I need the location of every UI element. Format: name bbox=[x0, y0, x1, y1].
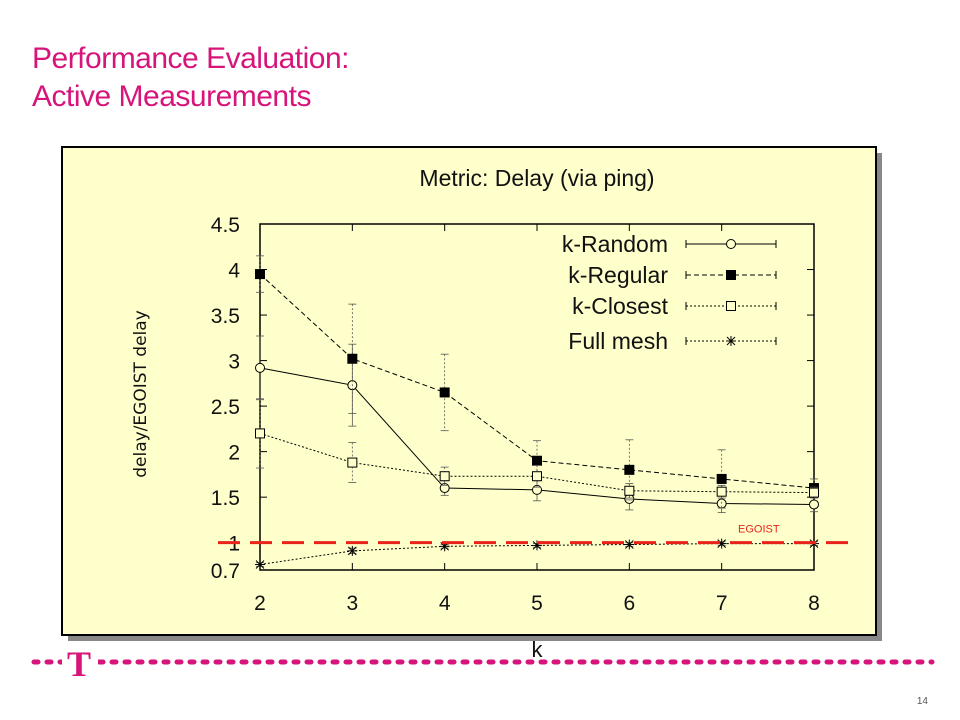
y-axis-label: delay/EGOIST delay bbox=[131, 310, 151, 478]
marker-shape bbox=[255, 428, 265, 439]
x-tick-label: 6 bbox=[623, 592, 635, 615]
marker-shape bbox=[347, 457, 358, 468]
error-bar bbox=[440, 353, 449, 432]
chart-panel bbox=[61, 146, 877, 636]
marker-shape bbox=[532, 471, 542, 482]
marker-stroke bbox=[347, 546, 357, 556]
y-tick-label: 1.5 bbox=[211, 487, 240, 510]
marker-shape bbox=[726, 301, 736, 311]
marker-shape bbox=[347, 353, 358, 364]
error-bar bbox=[533, 464, 541, 488]
series-k-closest bbox=[255, 398, 819, 499]
data-point bbox=[532, 455, 542, 466]
marker-shape bbox=[809, 487, 819, 498]
data-point bbox=[255, 428, 265, 439]
legend-marker bbox=[726, 336, 736, 346]
legend-label: Full mesh bbox=[568, 328, 668, 354]
marker-shape bbox=[809, 499, 819, 510]
legend-marker bbox=[726, 301, 736, 311]
data-point bbox=[255, 559, 265, 570]
marker-shape bbox=[716, 486, 727, 497]
data-point bbox=[347, 457, 358, 468]
y-axis: 0.711.522.533.544.5 bbox=[211, 214, 814, 583]
marker-stroke bbox=[624, 540, 634, 549]
data-point bbox=[624, 485, 635, 496]
egoist-reference-label: EGOIST bbox=[738, 524, 780, 536]
x-axis: 2 3 4 5 6 7 8 bbox=[254, 224, 820, 615]
x-tick-label: 3 bbox=[346, 592, 358, 615]
legend-label: k-Regular bbox=[568, 262, 668, 288]
marker-shape bbox=[439, 387, 450, 398]
legend-marker bbox=[726, 270, 736, 280]
page-number: 14 bbox=[916, 696, 928, 707]
legend-marker bbox=[726, 239, 736, 249]
error-bar bbox=[717, 484, 726, 499]
marker-shape bbox=[255, 362, 265, 373]
series-layer bbox=[255, 255, 819, 570]
marker-shape bbox=[716, 473, 727, 484]
data-point bbox=[439, 387, 450, 398]
data-point bbox=[809, 487, 819, 498]
marker-shape bbox=[726, 239, 736, 249]
legend-item-k-closest: k-Closest bbox=[572, 293, 777, 319]
y-tick-label: 3 bbox=[228, 351, 240, 374]
marker-stroke bbox=[717, 539, 727, 548]
marker-stroke bbox=[726, 336, 736, 346]
marker-shape bbox=[624, 464, 635, 475]
y-tick-label: 4.5 bbox=[211, 214, 240, 237]
x-tick-label: 2 bbox=[254, 592, 266, 615]
data-point bbox=[347, 353, 358, 364]
y-tick-label: 2.5 bbox=[211, 396, 240, 419]
series-full-mesh bbox=[255, 538, 819, 570]
marker-shape bbox=[726, 270, 736, 280]
y-tick-label: 3.5 bbox=[211, 305, 240, 328]
data-point bbox=[809, 499, 819, 510]
data-point bbox=[716, 538, 727, 549]
title-line-1: Performance Evaluation: bbox=[32, 42, 350, 75]
marker-shape bbox=[532, 455, 542, 466]
y-tick-label: 0.7 bbox=[211, 560, 240, 583]
data-point bbox=[532, 471, 542, 482]
data-point bbox=[255, 269, 265, 280]
error-bar bbox=[348, 303, 357, 414]
error-bar bbox=[625, 439, 634, 501]
legend-item-k-regular: k-Regular bbox=[568, 262, 777, 288]
telekom-logo: T bbox=[67, 644, 91, 684]
logo-backdrop bbox=[62, 643, 98, 679]
marker-shape bbox=[624, 485, 635, 496]
data-point bbox=[624, 464, 635, 475]
marker-stroke bbox=[255, 560, 265, 569]
x-tick-label: 8 bbox=[808, 592, 820, 615]
data-point bbox=[347, 545, 358, 556]
data-point bbox=[716, 486, 727, 497]
error-bar bbox=[256, 255, 264, 293]
x-tick-label: 7 bbox=[716, 592, 728, 615]
chart-title: Metric: Delay (via ping) bbox=[419, 165, 654, 191]
data-point bbox=[624, 539, 635, 550]
marker-shape bbox=[255, 269, 265, 280]
legend-label: k-Closest bbox=[572, 293, 668, 319]
title-line-2: Active Measurements bbox=[32, 80, 311, 113]
x-axis-label: k bbox=[532, 637, 544, 662]
y-tick-label: 2 bbox=[228, 442, 240, 465]
legend-item-full-mesh: Full mesh bbox=[568, 328, 777, 354]
slide-title: Performance Evaluation: Active Measureme… bbox=[32, 40, 350, 116]
data-point bbox=[439, 471, 450, 482]
legend: k-Random k-Regular k-Closest Full mesh bbox=[562, 231, 777, 354]
x-tick-label: 4 bbox=[439, 592, 451, 615]
legend-label: k-Random bbox=[562, 231, 668, 257]
y-tick-label: 4 bbox=[228, 260, 240, 283]
marker-shape bbox=[439, 471, 450, 482]
data-point bbox=[716, 473, 727, 484]
data-point bbox=[255, 362, 265, 373]
error-bar bbox=[256, 398, 264, 469]
x-tick-label: 5 bbox=[531, 592, 543, 615]
legend-item-k-random: k-Random bbox=[562, 231, 777, 257]
